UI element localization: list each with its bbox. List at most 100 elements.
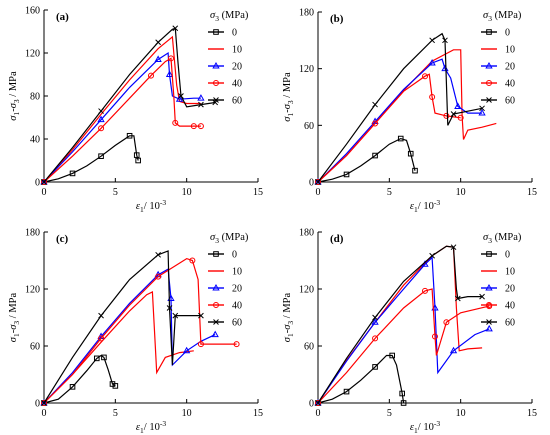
series-line-0	[317, 137, 416, 183]
x-tick-label: 5	[113, 408, 118, 419]
y-axis-label: σ1-σ3 / MPa	[8, 71, 21, 121]
data-point	[154, 55, 162, 62]
legend-label: 40	[232, 79, 242, 90]
legend-marker	[213, 97, 219, 103]
data-point	[372, 314, 378, 321]
data-point	[101, 354, 107, 361]
series-line-60	[317, 245, 483, 404]
legend-label: 40	[232, 301, 242, 312]
data-point	[41, 179, 47, 185]
y-tick-label: 0	[309, 399, 314, 410]
data-point	[397, 135, 404, 142]
data-point	[442, 37, 448, 44]
legend-title: σ3 (MPa)	[210, 232, 249, 245]
data-point	[41, 400, 47, 406]
data-point	[450, 111, 457, 117]
x-tick-label: 10	[456, 408, 466, 419]
x-tick-label: 0	[316, 187, 321, 198]
y-tick-label: 60	[30, 342, 40, 353]
data-point	[183, 346, 191, 354]
legend-marker	[486, 319, 492, 325]
data-point	[98, 335, 105, 342]
series-line-40	[43, 257, 237, 404]
data-point	[189, 257, 196, 264]
legend-label: 20	[232, 62, 242, 73]
data-point	[190, 123, 197, 130]
data-point	[155, 273, 162, 280]
data-point	[69, 384, 76, 390]
x-tick-label: 0	[42, 408, 47, 419]
data-point	[412, 167, 418, 174]
legend-marker	[212, 283, 220, 291]
legend-marker	[486, 80, 492, 86]
data-point	[431, 333, 438, 340]
legend-marker	[213, 251, 219, 257]
data-point	[454, 102, 462, 109]
x-tick-label: 10	[182, 408, 192, 419]
legend-title: σ3 (MPa)	[483, 232, 522, 245]
data-point	[133, 152, 140, 158]
series-line-20	[317, 256, 490, 404]
series-line-0	[43, 135, 139, 183]
data-point	[198, 101, 204, 108]
series-line-20	[43, 268, 216, 404]
series-line-60	[43, 27, 216, 183]
legend-label: 0	[505, 250, 510, 261]
data-point	[443, 319, 450, 326]
legend-label: 40	[505, 301, 515, 312]
panel-label: (a)	[56, 11, 69, 23]
data-point	[422, 287, 428, 294]
data-point	[371, 318, 379, 325]
y-axis-label: σ1-σ3 / MPa	[8, 292, 21, 342]
x-tick-label: 5	[387, 187, 392, 198]
x-axis-label: ε1/ 10-3	[410, 419, 440, 435]
legend-marker	[485, 61, 493, 69]
data-point	[155, 39, 161, 46]
data-point	[372, 101, 378, 108]
x-tick-label: 5	[387, 408, 392, 419]
series-line-20	[43, 51, 201, 183]
legend-label: 10	[505, 267, 515, 278]
y-axis-label: σ1-σ3 / MPa	[282, 292, 295, 342]
data-point	[175, 95, 184, 102]
legend: σ3 (MPa) 0 10 20 40 60	[208, 10, 249, 107]
legend: σ3 (MPa) 0 10 20 40 60	[481, 10, 522, 107]
data-point	[197, 341, 204, 348]
legend-marker	[213, 302, 219, 308]
data-point	[343, 388, 350, 395]
y-tick-label: 160	[25, 6, 40, 17]
data-point	[372, 335, 379, 342]
data-point	[372, 120, 379, 127]
panel-2: 0 5 10 15 0 60 120 180 ε1/ 10-3 σ1-σ3 / MPa (c) σ3 …	[8, 228, 263, 435]
series-line-40	[43, 57, 201, 183]
y-tick-label: 180	[25, 228, 40, 239]
data-point	[450, 244, 457, 251]
data-point	[148, 72, 154, 79]
data-point	[97, 115, 105, 123]
legend-label: 10	[232, 45, 242, 56]
x-tick-label: 5	[113, 187, 118, 198]
data-point	[443, 112, 450, 119]
data-point	[112, 383, 119, 389]
x-axis-label: ε1/ 10-3	[410, 198, 440, 214]
legend-label: 20	[505, 284, 515, 295]
series-line-10	[317, 49, 497, 183]
series-line-10	[317, 245, 483, 404]
y-tick-label: 180	[299, 8, 314, 19]
data-point	[165, 70, 174, 77]
legend-label: 0	[505, 28, 510, 39]
data-point	[315, 179, 321, 185]
data-point	[315, 400, 321, 406]
legend-label: 20	[232, 284, 242, 295]
series-line-60	[317, 32, 483, 183]
data-point	[422, 73, 428, 80]
data-point	[98, 312, 104, 319]
data-point	[172, 119, 179, 126]
legend-marker	[213, 319, 219, 325]
legend-label: 20	[505, 62, 515, 73]
legend-label: 40	[505, 79, 515, 90]
data-point	[449, 346, 458, 354]
data-point	[315, 179, 321, 185]
data-point	[197, 94, 205, 101]
x-tick-label: 15	[527, 408, 537, 419]
